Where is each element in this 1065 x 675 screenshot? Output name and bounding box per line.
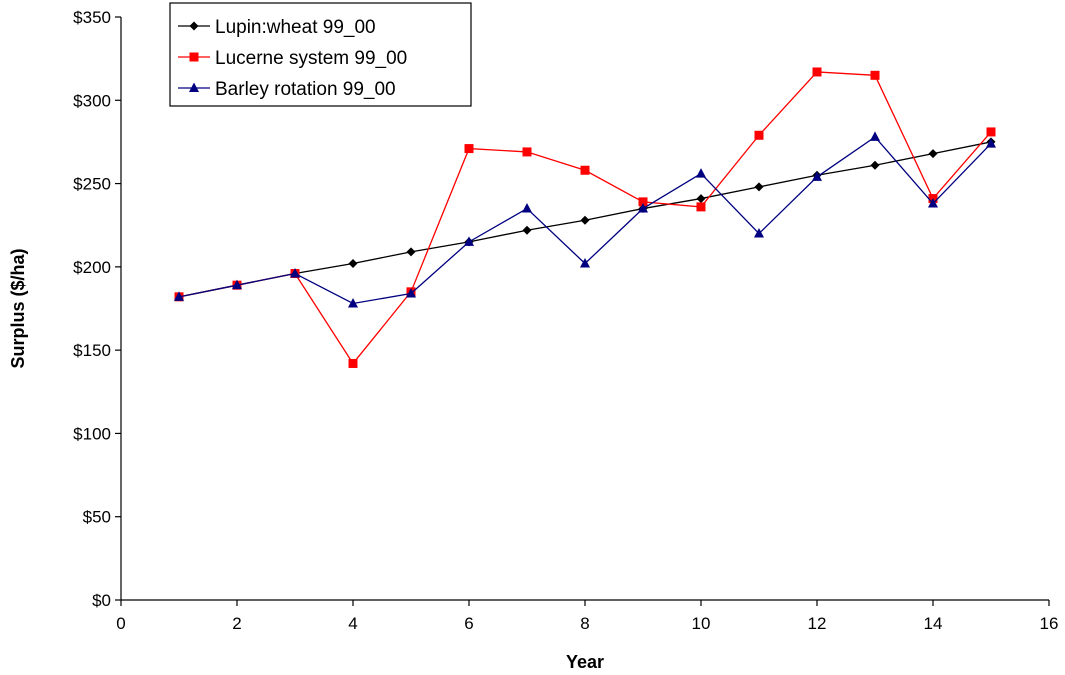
legend-label: Lucerne system 99_00 xyxy=(215,48,407,69)
x-tick-label: 6 xyxy=(464,614,473,633)
legend-swatch-marker xyxy=(189,82,199,92)
data-point xyxy=(290,268,300,278)
x-axis-title: Year xyxy=(566,652,604,672)
data-point xyxy=(348,298,358,308)
data-point xyxy=(986,138,996,148)
y-tick-label: $250 xyxy=(73,175,111,194)
legend-box xyxy=(169,2,472,107)
x-tick-label: 8 xyxy=(580,614,589,633)
legend-item: Lucerne system 99_00 xyxy=(178,48,407,69)
data-point xyxy=(696,194,706,204)
data-point xyxy=(406,247,416,257)
data-point xyxy=(696,202,706,212)
data-point xyxy=(464,144,474,154)
legend-label: Barley rotation 99_00 xyxy=(215,79,396,100)
y-axis-title: Surplus ($/ha) xyxy=(8,248,28,368)
legend-item: Barley rotation 99_00 xyxy=(178,79,396,100)
data-point xyxy=(174,291,184,301)
x-tick-label: 10 xyxy=(692,614,711,633)
data-point xyxy=(638,203,648,213)
legend-item: Lupin:wheat 99_00 xyxy=(178,17,376,38)
x-tick-label: 12 xyxy=(808,614,827,633)
legend-swatch-marker xyxy=(189,52,199,62)
data-point xyxy=(754,130,764,140)
axes xyxy=(115,16,1050,606)
data-point xyxy=(522,225,532,235)
series-layer xyxy=(174,67,996,368)
data-point xyxy=(696,168,706,178)
data-point xyxy=(754,228,764,238)
data-point xyxy=(928,198,938,208)
y-tick-label: $200 xyxy=(73,258,111,277)
data-point xyxy=(812,171,822,181)
x-tick-label: 2 xyxy=(232,614,241,633)
x-tick-label: 16 xyxy=(1040,614,1059,633)
x-tick-label: 14 xyxy=(924,614,943,633)
y-tick-label: $100 xyxy=(73,424,111,443)
data-point xyxy=(870,131,880,141)
data-point xyxy=(754,182,764,192)
data-point xyxy=(580,258,590,268)
data-point xyxy=(580,165,590,175)
data-point xyxy=(638,197,648,207)
x-tick-label: 0 xyxy=(116,614,125,633)
data-point xyxy=(522,203,532,213)
y-tick-label: $0 xyxy=(92,591,111,610)
x-tick-label: 4 xyxy=(348,614,357,633)
data-point xyxy=(348,259,358,269)
data-point xyxy=(464,236,474,246)
y-tick-label: $150 xyxy=(73,341,111,360)
legend-swatch-marker xyxy=(189,21,199,31)
y-tick-label: $350 xyxy=(73,8,111,27)
legend: Lupin:wheat 99_00 Lucerne system 99_00 Bar… xyxy=(169,2,472,107)
tick-labels: $0 $50 $100 $150 $200 $250 $300 $350 0 2 4 6 8 10 12 14… xyxy=(73,8,1058,633)
data-point xyxy=(870,70,880,80)
y-tick-label: $50 xyxy=(83,508,111,527)
data-point xyxy=(812,67,822,77)
data-point xyxy=(986,127,996,137)
y-tick-label: $300 xyxy=(73,91,111,110)
series-lucerne-system-99-00 xyxy=(174,67,996,368)
legend-label: Lupin:wheat 99_00 xyxy=(215,17,376,38)
data-point xyxy=(928,149,938,159)
data-point xyxy=(522,147,532,157)
data-point xyxy=(870,160,880,170)
data-point xyxy=(580,215,590,225)
data-point xyxy=(348,358,358,368)
data-point xyxy=(232,279,242,290)
series-barley-rotation-99-00 xyxy=(174,131,996,308)
data-point xyxy=(406,288,416,298)
